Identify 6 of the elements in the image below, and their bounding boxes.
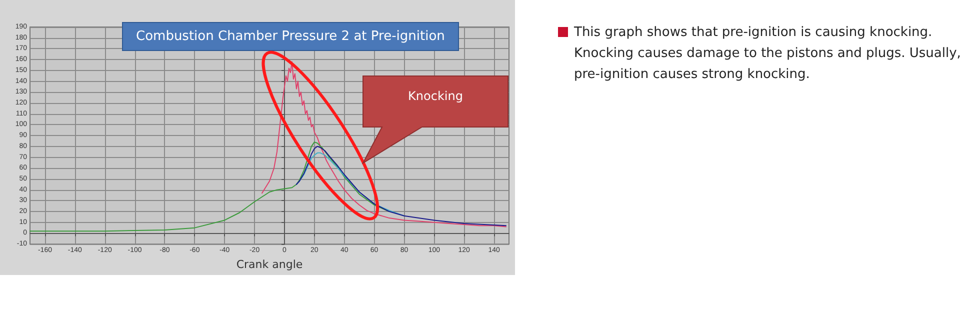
annotation: Knocking [407,89,464,103]
chart-title: Combustion Chamber Pressure 2 at Pre-ignition [136,29,445,44]
x-axis-title: Crank angle [236,258,303,271]
line-series [296,146,507,226]
text: This graph shows that pre-ignition is causing knocking. Knocking causes damage to the pistons and plugs. Usually, pre-ignition causes strong knocking. [574,25,961,82]
line-series [262,61,507,228]
